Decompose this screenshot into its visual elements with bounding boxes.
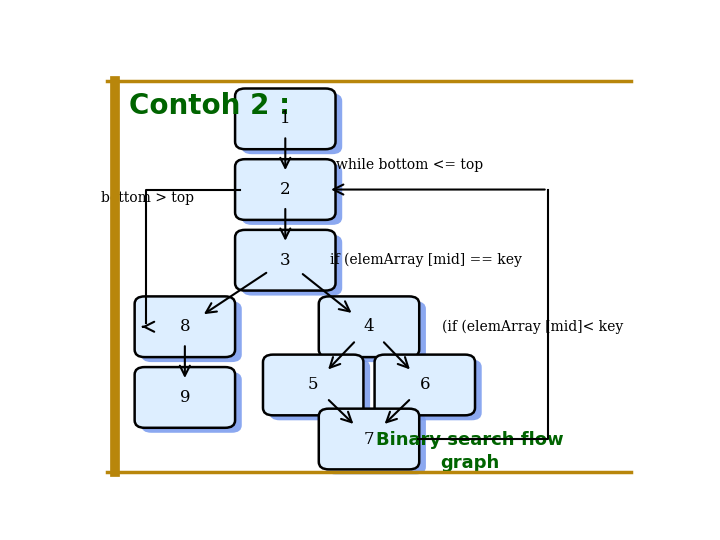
FancyBboxPatch shape [135,367,235,428]
Text: 9: 9 [179,389,190,406]
FancyBboxPatch shape [374,355,475,415]
FancyBboxPatch shape [382,360,482,420]
FancyBboxPatch shape [141,301,242,362]
Text: 8: 8 [179,318,190,335]
FancyBboxPatch shape [319,409,419,469]
FancyBboxPatch shape [242,235,342,295]
FancyBboxPatch shape [235,159,336,220]
FancyBboxPatch shape [325,301,426,362]
FancyBboxPatch shape [235,230,336,291]
FancyBboxPatch shape [135,296,235,357]
Text: 6: 6 [420,376,430,394]
FancyBboxPatch shape [235,89,336,149]
Text: if (elemArray [mid] == key: if (elemArray [mid] == key [330,253,522,267]
Text: Binary search flow
graph: Binary search flow graph [376,431,563,472]
FancyBboxPatch shape [325,414,426,474]
Text: 4: 4 [364,318,374,335]
Text: 2: 2 [280,181,291,198]
FancyBboxPatch shape [242,164,342,225]
Text: bottom > top: bottom > top [101,191,194,205]
Text: 1: 1 [280,110,291,127]
Text: 3: 3 [280,252,291,269]
Text: Contoh 2 :: Contoh 2 : [129,92,290,120]
Text: (if (elemArray [mid]< key: (if (elemArray [mid]< key [441,320,623,334]
Text: 7: 7 [364,430,374,448]
Text: while bottom <= top: while bottom <= top [336,158,482,172]
FancyBboxPatch shape [141,372,242,433]
Text: 5: 5 [308,376,318,394]
FancyBboxPatch shape [319,296,419,357]
FancyBboxPatch shape [242,93,342,154]
FancyBboxPatch shape [263,355,364,415]
FancyBboxPatch shape [270,360,370,420]
